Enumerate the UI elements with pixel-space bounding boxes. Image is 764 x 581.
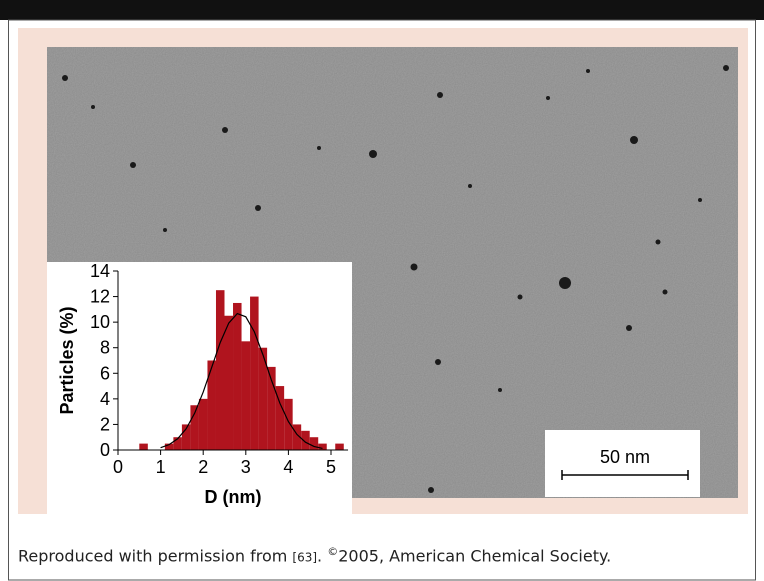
bar: [224, 315, 234, 450]
y-axis-label: Particles (%): [57, 306, 77, 414]
y-tick-label: 0: [100, 440, 110, 460]
bar: [284, 398, 293, 450]
caption: Reproduced with permission from [63]. ©2…: [18, 545, 611, 565]
bar: [241, 341, 251, 450]
x-tick-label: 2: [198, 457, 208, 477]
inset-background: [47, 262, 352, 514]
copyright: ©: [327, 545, 339, 558]
fit-curve: [160, 312, 323, 450]
x-axis-label: D (nm): [205, 487, 262, 507]
scale-bar-label: 50 nm: [600, 447, 650, 467]
caption-sep: .: [317, 546, 328, 566]
bar: [267, 366, 276, 450]
bar: [207, 360, 216, 450]
bar: [139, 443, 148, 450]
caption-ref: [63]: [292, 550, 318, 565]
x-tick-label: 1: [156, 457, 166, 477]
bar: [275, 386, 285, 450]
caption-rest: 2005, American Chemical Society.: [338, 546, 612, 566]
bar: [190, 405, 199, 450]
y-tick-label: 10: [90, 312, 110, 332]
bar: [215, 290, 225, 450]
bar: [164, 443, 174, 450]
bar: [173, 437, 182, 450]
bar: [335, 443, 344, 450]
bar: [181, 424, 191, 450]
y-tick-label: 2: [100, 414, 110, 434]
bar: [292, 424, 302, 450]
y-tick-label: 8: [100, 338, 110, 358]
bar: [309, 437, 319, 450]
bar: [258, 347, 268, 450]
caption-text: Reproduced with permission from: [18, 546, 293, 566]
bar: [318, 443, 327, 450]
x-tick-label: 4: [283, 457, 293, 477]
x-tick-label: 5: [326, 457, 336, 477]
bar: [301, 430, 310, 450]
y-tick-label: 6: [100, 363, 110, 383]
top-bar: [0, 0, 764, 20]
x-tick-label: 3: [241, 457, 251, 477]
bar: [198, 398, 208, 450]
bar: [233, 302, 242, 450]
y-tick-label: 12: [90, 287, 110, 307]
x-tick-label: 0: [113, 457, 123, 477]
bar: [250, 296, 259, 450]
scale-bar-box: [545, 430, 700, 497]
y-tick-label: 14: [90, 261, 110, 281]
y-tick-label: 4: [100, 389, 110, 409]
particles: [62, 65, 729, 493]
